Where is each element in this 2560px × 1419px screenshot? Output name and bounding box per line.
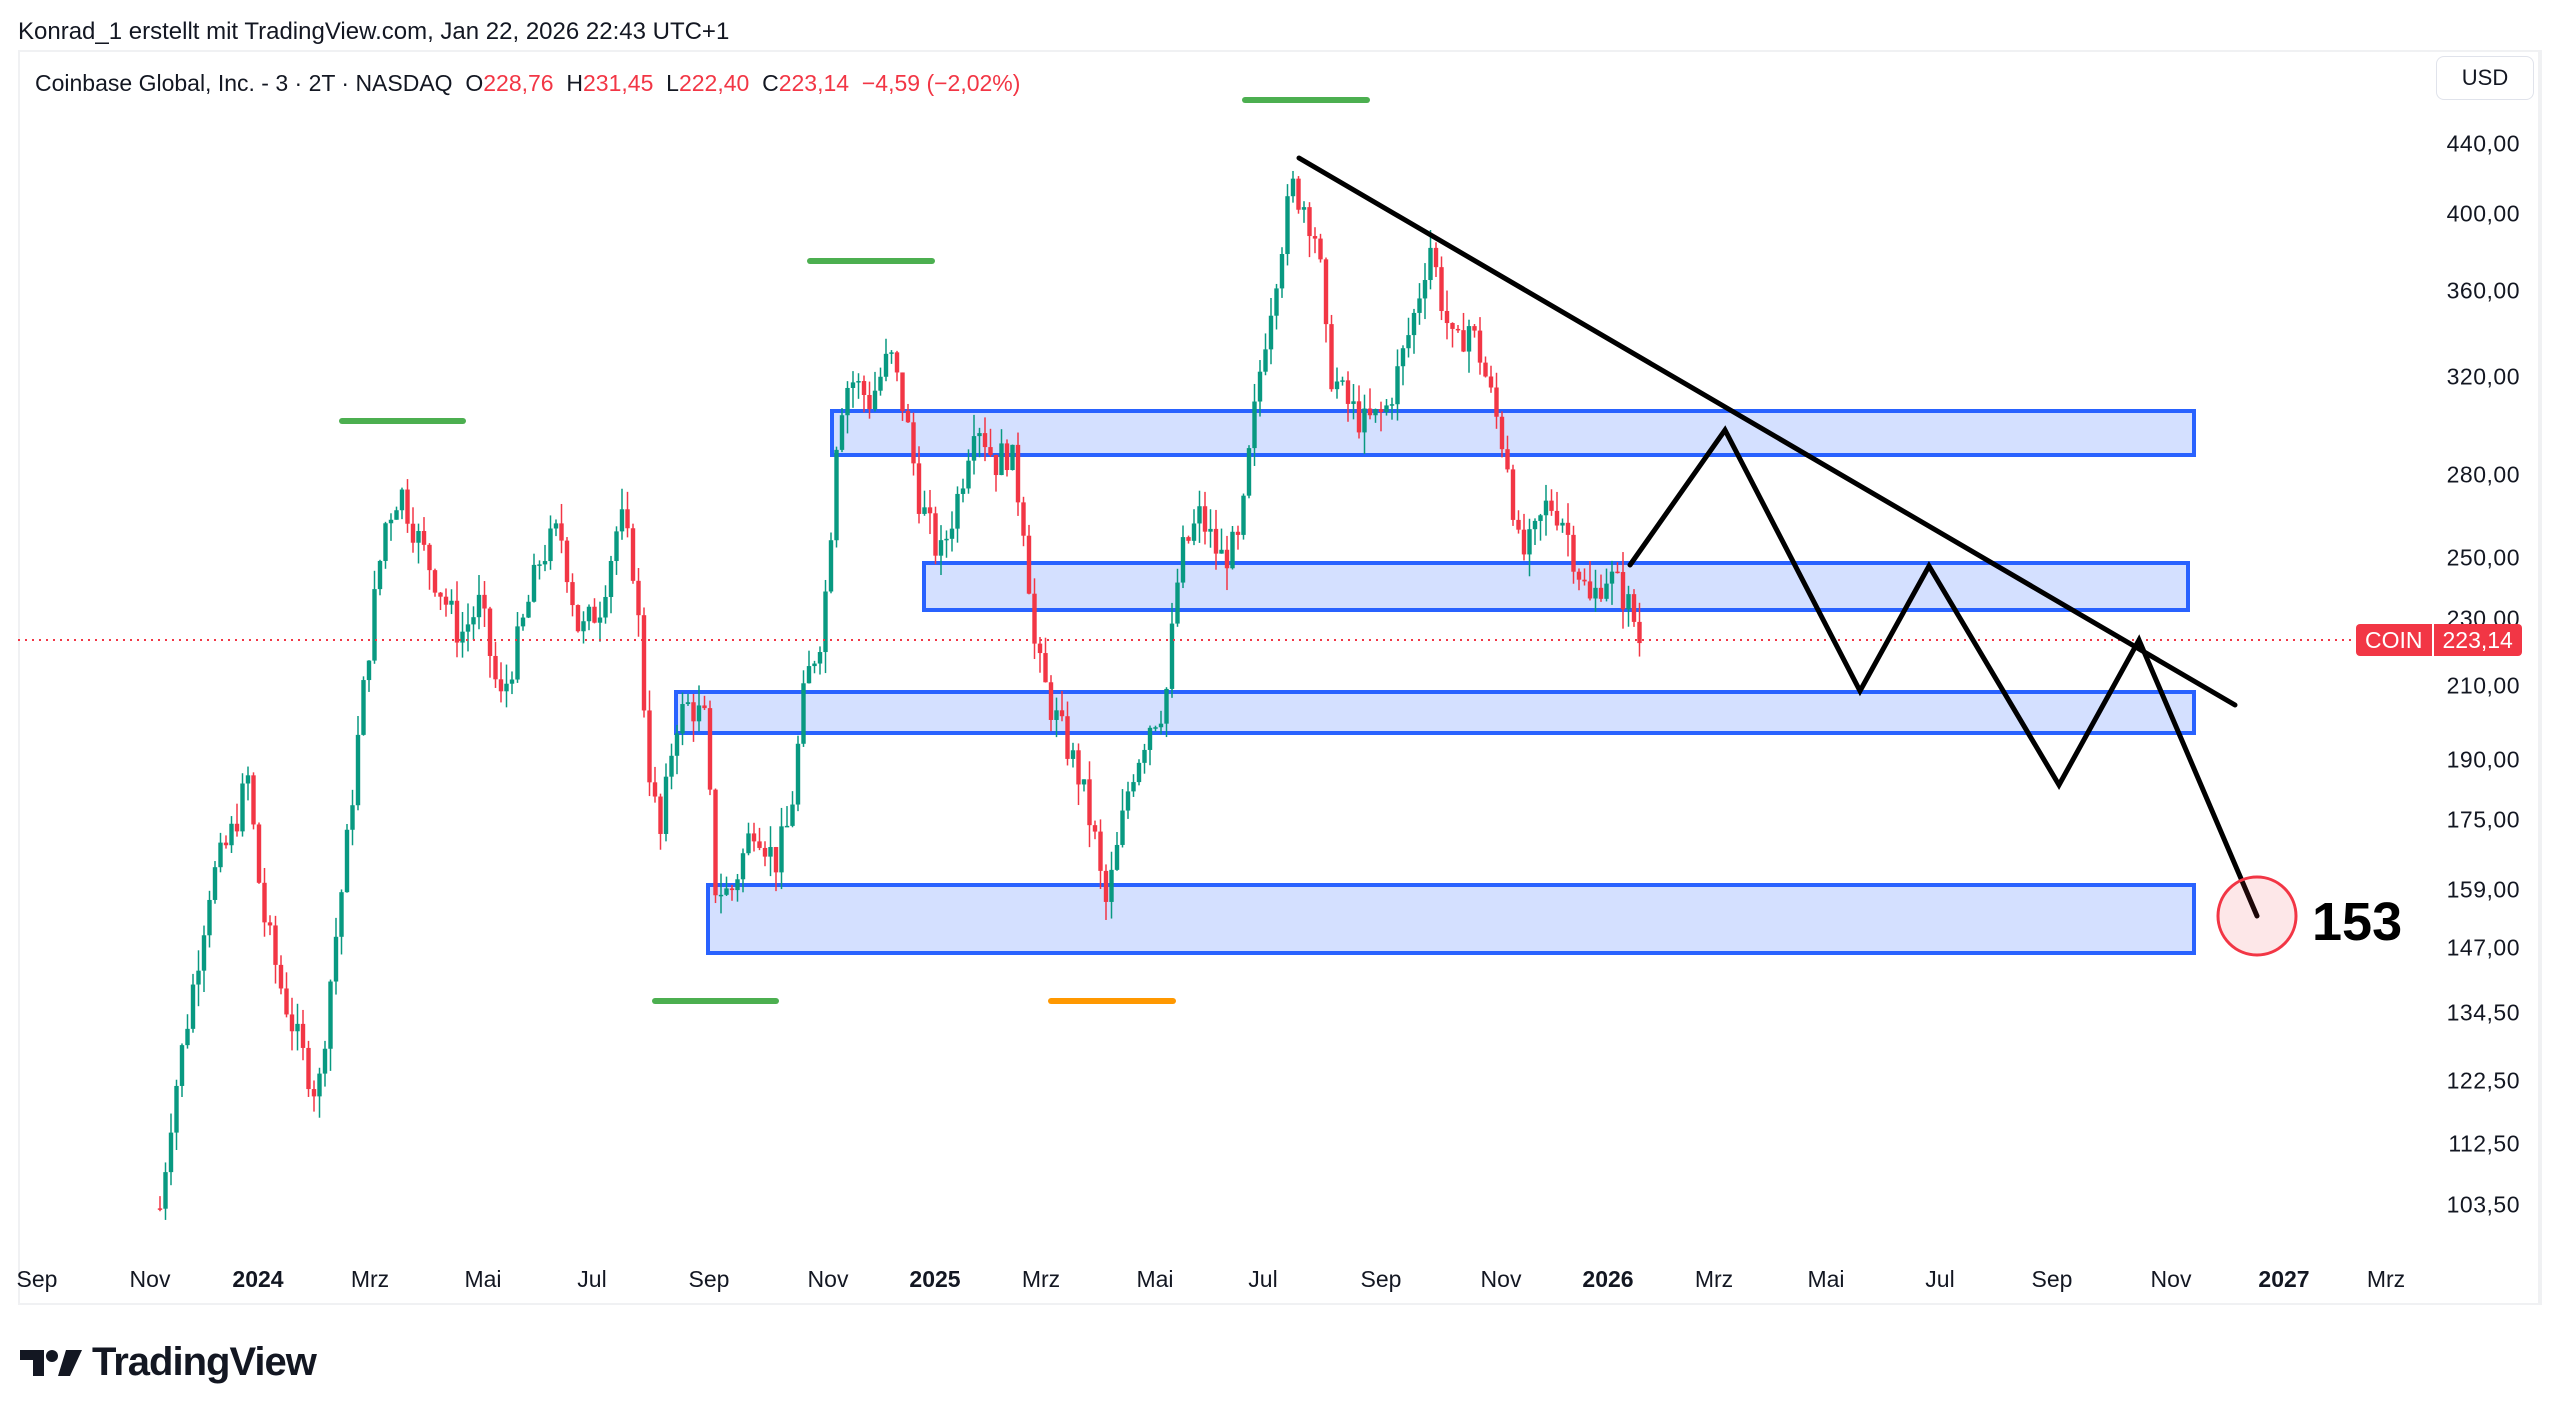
time-tick-label: Sep bbox=[16, 1266, 58, 1292]
support-zone-lower[interactable] bbox=[706, 883, 2196, 955]
price-tick-label: 122,50 bbox=[2446, 1067, 2520, 1094]
close-value: 223,14 bbox=[778, 70, 850, 96]
chart-frame bbox=[18, 50, 2540, 1305]
tradingview-logo-icon bbox=[20, 1349, 82, 1376]
badge-price: 223,14 bbox=[2433, 624, 2522, 656]
time-tick-label: Sep bbox=[1360, 1266, 1402, 1292]
time-tick-label: Mai bbox=[464, 1266, 502, 1292]
tradingview-logo[interactable]: TradingView bbox=[20, 1340, 317, 1385]
price-tick-label: 320,00 bbox=[2446, 363, 2520, 390]
time-tick-label: Jul bbox=[1248, 1266, 1278, 1292]
time-tick-label: 2024 bbox=[232, 1266, 284, 1292]
time-tick-label: Mrz bbox=[350, 1266, 390, 1292]
low-value: 222,40 bbox=[678, 70, 750, 96]
time-tick-label: Mrz bbox=[1021, 1266, 1061, 1292]
price-tick-label: 190,00 bbox=[2446, 746, 2520, 773]
price-axis-border bbox=[2540, 50, 2542, 1305]
low-label: L bbox=[666, 70, 679, 96]
time-tick-label: Nov bbox=[807, 1266, 849, 1292]
price-tick-label: 210,00 bbox=[2446, 672, 2520, 699]
price-tick-label: 250,00 bbox=[2446, 544, 2520, 571]
candles-layer bbox=[157, 170, 1642, 1220]
time-tick-label: 2026 bbox=[1582, 1266, 1634, 1292]
price-tick-label: 159,00 bbox=[2446, 876, 2520, 903]
time-tick-label: Jul bbox=[1925, 1266, 1955, 1292]
time-tick-label: 2027 bbox=[2258, 1266, 2310, 1292]
price-tick-label: 175,00 bbox=[2446, 806, 2520, 833]
time-tick-label: 2025 bbox=[909, 1266, 961, 1292]
open-label: O bbox=[465, 70, 484, 96]
target-circle-icon[interactable] bbox=[2216, 875, 2298, 957]
symbol-title[interactable]: Coinbase Global, Inc. - 3 · 2T · NASDAQ bbox=[35, 70, 453, 96]
time-tick-label: Sep bbox=[688, 1266, 730, 1292]
time-tick-label: Nov bbox=[2150, 1266, 2192, 1292]
downtrend-line[interactable] bbox=[1296, 155, 2238, 708]
price-tick-label: 112,50 bbox=[2448, 1130, 2520, 1157]
time-tick-label: Mai bbox=[1136, 1266, 1174, 1292]
last-price-badge: COIN 223,14 bbox=[2356, 624, 2522, 656]
price-tick-label: 360,00 bbox=[2446, 277, 2520, 304]
high-label: H bbox=[566, 70, 584, 96]
currency-button[interactable]: USD bbox=[2436, 56, 2534, 100]
close-label: C bbox=[762, 70, 779, 96]
price-tick-label: 400,00 bbox=[2446, 200, 2520, 227]
levels-layer bbox=[339, 97, 1370, 1004]
time-tick-label: Sep bbox=[2031, 1266, 2073, 1292]
chart-credit: Konrad_1 erstellt mit TradingView.com, J… bbox=[18, 18, 730, 45]
badge-symbol: COIN bbox=[2356, 624, 2434, 656]
projection-zigzag[interactable] bbox=[1627, 425, 2260, 919]
time-tick-label: Mrz bbox=[2366, 1266, 2406, 1292]
time-tick-label: Mai bbox=[1807, 1266, 1845, 1292]
target-price-label: 153 bbox=[2312, 892, 2403, 952]
time-tick-label: Jul bbox=[577, 1266, 607, 1292]
time-tick-label: Nov bbox=[129, 1266, 171, 1292]
symbol-legend: Coinbase Global, Inc. - 3 · 2T · NASDAQ … bbox=[35, 70, 1020, 97]
zones-layer bbox=[674, 409, 2196, 955]
resistance-zone-mid[interactable] bbox=[922, 561, 2190, 612]
time-tick-label: Mrz bbox=[1694, 1266, 1734, 1292]
price-tick-label: 103,50 bbox=[2446, 1191, 2520, 1218]
time-tick-label: Nov bbox=[1480, 1266, 1522, 1292]
support-zone-mid[interactable] bbox=[674, 690, 2196, 735]
high-value: 231,45 bbox=[583, 70, 654, 96]
price-tick-label: 147,00 bbox=[2446, 934, 2520, 961]
change-value: −4,59 (−2,02%) bbox=[861, 70, 1021, 96]
price-tick-label: 134,50 bbox=[2446, 999, 2520, 1026]
price-tick-label: 280,00 bbox=[2446, 461, 2520, 488]
tradingview-wordmark: TradingView bbox=[92, 1340, 317, 1384]
resistance-zone-upper[interactable] bbox=[830, 409, 2196, 457]
open-value: 228,76 bbox=[483, 70, 554, 96]
price-tick-label: 440,00 bbox=[2446, 130, 2520, 157]
